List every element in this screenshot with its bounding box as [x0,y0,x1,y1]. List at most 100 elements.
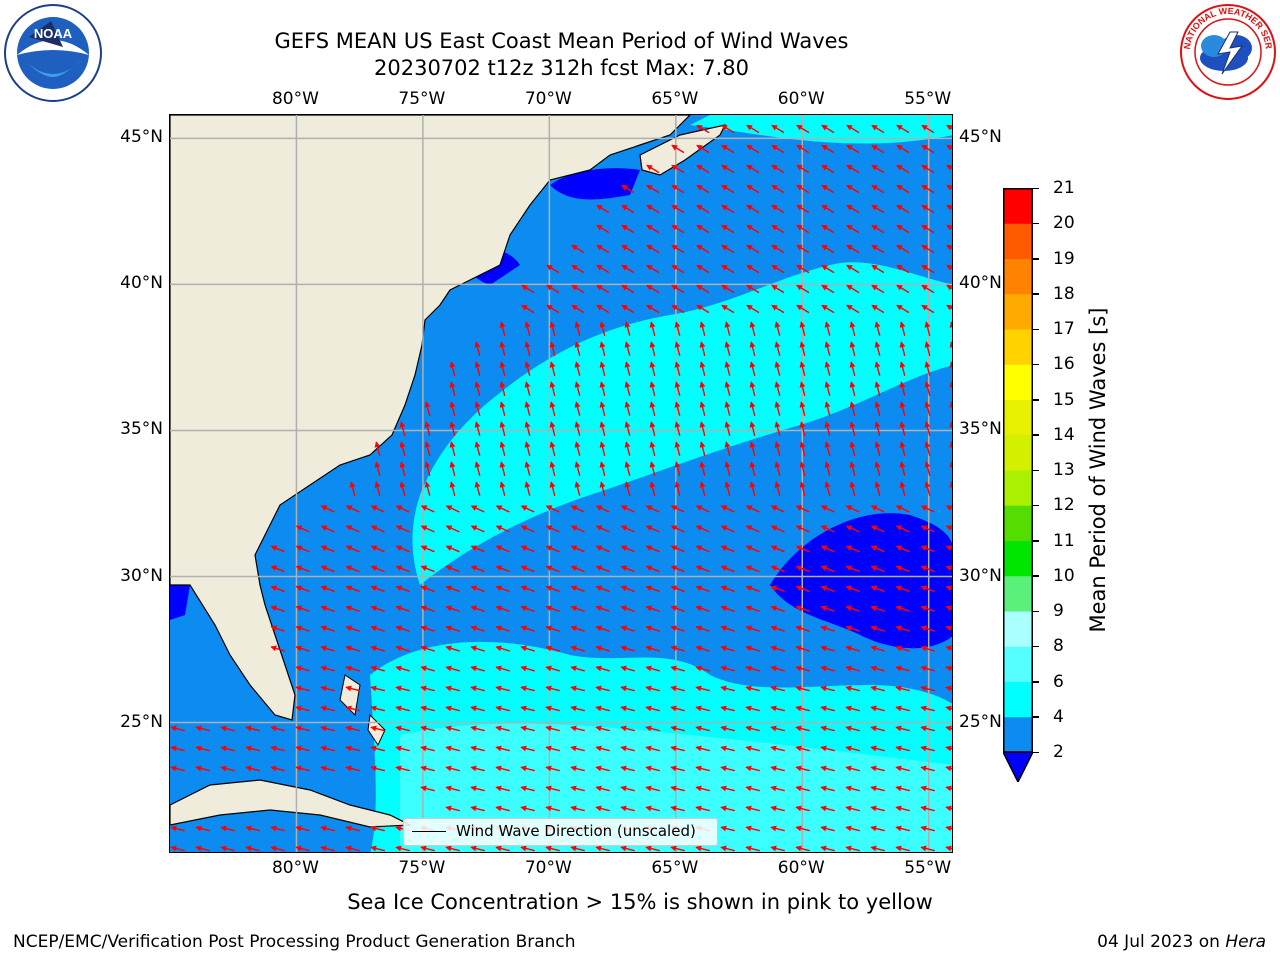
wind-wave-arrow [495,845,510,852]
wind-wave-arrow [670,545,685,553]
wind-wave-arrow [871,224,885,234]
colorbar-tick-label: 15 [1053,389,1075,410]
wind-wave-arrow [820,785,835,792]
wind-wave-arrow [545,665,560,672]
wind-wave-arrow [874,401,881,416]
wind-wave-arrow [921,244,935,254]
wind-wave-arrow [649,441,656,456]
wind-wave-arrow [920,665,935,672]
wind-wave-arrow [871,264,885,274]
footer-date: 04 Jul 2023 on [1097,932,1226,952]
wind-wave-arrow [820,625,835,632]
wind-wave-arrow [695,625,710,632]
wind-wave-arrow [821,304,835,314]
wind-wave-arrow [795,505,810,513]
wind-wave-arrow [524,381,531,396]
wind-wave-arrow [320,685,335,692]
chart-subtitle: 20230702 t12z 312h fcst Max: 7.80 [374,56,749,80]
wind-wave-arrow [699,441,706,456]
wind-wave-arrow [620,645,635,652]
wind-wave-arrow [445,725,460,732]
colorbar-segment [1003,575,1033,612]
wind-wave-arrow [821,124,835,134]
wind-wave-arrow [770,705,785,712]
wind-wave-arrow [820,605,835,612]
colorbar-segment [1003,716,1033,753]
wind-wave-arrow [945,585,952,592]
wind-wave-arrow [570,645,585,652]
colorbar-tick-label: 17 [1053,319,1075,339]
wind-wave-arrow [345,665,360,672]
wind-wave-arrow [345,625,360,632]
wind-wave-arrow [470,565,485,573]
wind-wave-arrow [645,525,660,533]
wind-wave-arrow [824,341,831,356]
wind-wave-arrow [899,401,906,416]
wind-wave-arrow [870,725,885,732]
wind-wave-arrow [949,481,952,488]
wind-wave-arrow [574,461,581,476]
wind-wave-arrow [849,321,856,336]
wind-wave-arrow [874,441,881,456]
wind-wave-arrow [695,685,710,692]
legend-label: Wind Wave Direction (unscaled) [456,822,696,840]
wind-wave-arrow [920,565,935,573]
wind-wave-arrow [946,124,952,131]
wind-wave-arrow [870,805,885,812]
wind-wave-arrow [770,685,785,692]
wind-wave-arrow [374,481,381,496]
wind-wave-arrow [499,381,506,396]
lat-tick-left: 45°N [120,127,163,148]
wind-wave-arrow [345,505,360,513]
wind-wave-arrow [620,685,635,692]
wind-wave-arrow [870,525,885,533]
wind-wave-arrow [220,825,235,832]
wind-wave-arrow [746,144,760,154]
wind-wave-arrow [845,525,860,533]
wind-wave-arrow [270,585,285,593]
wind-wave-arrow [345,705,360,712]
wind-wave-arrow [824,421,831,436]
wind-wave-arrow [645,545,660,553]
wind-wave-arrow [445,645,460,652]
wind-wave-arrow [420,705,435,712]
wind-wave-arrow [820,505,835,513]
wind-wave-arrow [420,545,435,553]
wind-wave-arrow [921,284,935,294]
wind-wave-arrow [521,304,535,314]
wind-wave-arrow [670,745,685,752]
wind-wave-arrow [774,341,781,356]
wind-wave-arrow [470,685,485,692]
wind-wave-arrow [724,401,731,416]
wind-wave-arrow [724,361,731,376]
wind-wave-arrow [595,545,610,553]
wind-wave-arrow [645,685,660,692]
wind-wave-arrow [749,481,756,496]
wind-wave-arrow [895,525,910,533]
wind-wave-arrow [545,545,560,553]
wind-wave-arrow [920,765,935,772]
wind-wave-arrow [295,525,310,533]
wind-wave-arrow [646,244,660,254]
wind-wave-arrow [720,585,735,593]
wind-wave-arrow [696,164,710,174]
wind-wave-arrow [870,625,885,632]
wind-wave-arrow [649,401,656,416]
wind-wave-arrow [774,361,781,376]
wind-wave-arrow [574,321,581,336]
wind-wave-arrow [720,705,735,712]
wind-wave-arrow [270,725,285,732]
wind-wave-arrow [295,685,310,692]
wind-wave-arrow [520,705,535,712]
wind-wave-arrow [646,184,660,194]
colorbar-tick-label: 9 [1053,601,1064,621]
wind-wave-arrow [720,685,735,692]
colorbar [1001,188,1035,784]
wind-wave-arrow [746,304,760,314]
wind-wave-arrow [920,745,935,752]
wind-wave-arrow [696,144,710,154]
wind-wave-arrow [820,845,835,852]
wind-wave-arrow [646,304,660,314]
wind-wave-arrow [520,625,535,632]
wind-wave-arrow [695,705,710,712]
